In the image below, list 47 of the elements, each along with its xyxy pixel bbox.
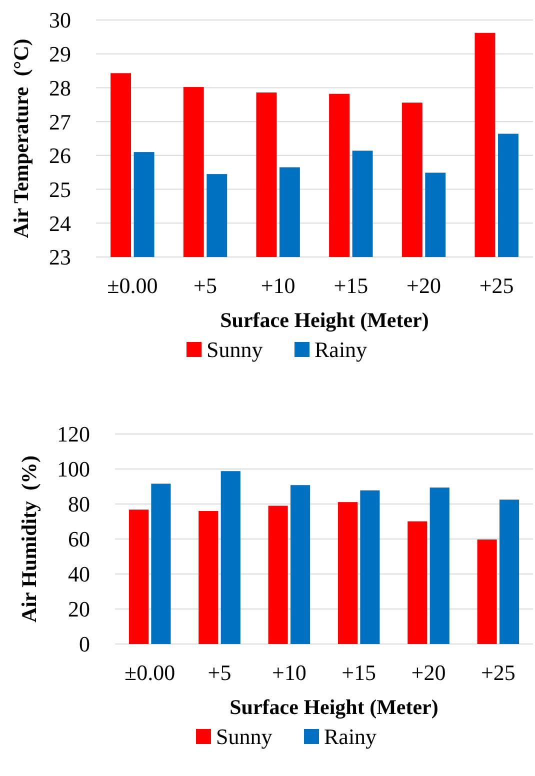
y-tick-label: 40	[68, 562, 90, 587]
x-tick-label: +5	[194, 273, 217, 298]
x-tick-label: ±0.00	[124, 660, 176, 685]
x-tick-label: +25	[480, 660, 516, 685]
x-axis-title: Surface Height (Meter)	[230, 695, 438, 719]
y-tick-label: 80	[68, 492, 90, 517]
legend-label: Sunny	[206, 337, 263, 362]
x-tick-label: +15	[342, 660, 376, 685]
y-tick-label: 28	[49, 75, 71, 100]
y-tick-label: 60	[68, 526, 90, 552]
y-tick-label: 20	[68, 596, 90, 622]
bar	[220, 471, 240, 644]
bar	[360, 490, 380, 644]
y-tick-label: 0	[79, 632, 90, 657]
x-axis-title: Surface Height (Meter)	[220, 308, 429, 332]
bar	[151, 484, 171, 644]
y-tick-label: 24	[49, 210, 71, 236]
y-tick-label: 100	[57, 456, 90, 482]
bar	[477, 540, 497, 644]
x-tick-label: ±0.00	[107, 273, 158, 298]
bar	[430, 488, 450, 644]
x-tick-label: +25	[479, 273, 514, 298]
y-tick-label: 25	[49, 176, 71, 202]
y-tick-label: 120	[57, 422, 90, 447]
bar	[198, 511, 218, 644]
x-tick-label: +5	[208, 660, 232, 685]
y-tick-label: 23	[49, 244, 71, 270]
bar	[408, 521, 428, 644]
x-tick-label: +10	[260, 273, 296, 298]
y-tick-label: 26	[49, 143, 71, 168]
bar	[338, 502, 358, 644]
y-axis-title: Air Humidity (%)	[17, 455, 41, 623]
bar	[500, 500, 520, 644]
x-tick-label: +20	[411, 660, 446, 685]
x-tick-label: +15	[334, 273, 368, 298]
y-axis-title: Air Temperature (°C)	[9, 38, 33, 238]
legend-label: Sunny	[216, 724, 272, 749]
x-tick-label: +10	[272, 660, 306, 685]
y-tick-label: 30	[49, 8, 71, 33]
x-tick-label: +20	[406, 273, 441, 298]
bar	[128, 510, 148, 644]
legend-label: Rainy	[314, 337, 368, 362]
y-tick-label: 29	[49, 42, 71, 67]
y-tick-label: 27	[49, 109, 71, 134]
bar	[290, 485, 310, 644]
bar	[268, 506, 288, 644]
legend-label: Rainy	[324, 724, 377, 749]
